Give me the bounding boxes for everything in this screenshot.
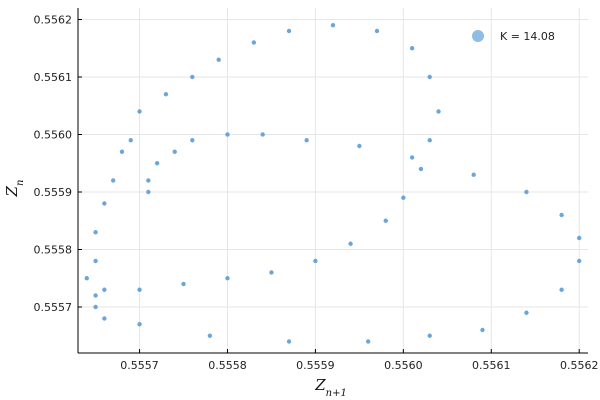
x-axis-label: Zn+1	[314, 376, 347, 399]
data-point	[146, 189, 151, 195]
data-point	[154, 161, 160, 166]
y-tick-label: 0.5559	[34, 186, 73, 199]
data-point	[427, 138, 432, 143]
data-point	[251, 40, 257, 45]
x-tick-label: 0.5562	[560, 359, 599, 372]
data-point	[84, 276, 89, 281]
x-axis-label-main: Z	[314, 376, 326, 394]
data-point	[207, 333, 213, 338]
data-point	[137, 322, 142, 327]
data-point	[225, 276, 230, 281]
svg-text:Zn+1: Zn+1	[314, 376, 347, 399]
data-point	[524, 310, 529, 315]
data-point	[409, 155, 415, 160]
y-axis-label: Zn	[3, 180, 26, 198]
data-point	[225, 132, 230, 137]
data-point	[524, 189, 529, 195]
data-point	[128, 138, 133, 143]
data-points	[84, 23, 582, 344]
data-point	[93, 304, 98, 310]
data-point	[374, 28, 380, 34]
data-point	[559, 287, 564, 292]
data-point	[286, 339, 292, 344]
data-point	[330, 23, 336, 28]
data-point	[304, 138, 309, 143]
x-tick-label: 0.5557	[120, 359, 159, 372]
data-point	[357, 143, 362, 149]
data-point	[348, 241, 353, 246]
data-point	[190, 138, 195, 143]
data-point	[181, 281, 186, 287]
data-point	[119, 149, 125, 154]
y-axis-label-sub: n	[15, 180, 26, 186]
y-tick-label: 0.5557	[34, 301, 73, 314]
tick-labels: 0.5557 0.5558 0.5559 0.5560 0.5561 0.5562 0.55…	[34, 14, 599, 373]
data-point	[480, 327, 485, 333]
y-tick-label: 0.5560	[34, 129, 73, 142]
data-point	[427, 74, 432, 80]
legend-marker	[472, 30, 484, 42]
data-point	[409, 46, 415, 51]
svg-text:Zn: Zn	[3, 180, 26, 198]
data-point	[559, 212, 564, 218]
data-point	[93, 293, 98, 298]
x-tick-label: 0.5561	[472, 359, 511, 372]
y-axis-label-main: Z	[3, 185, 21, 197]
data-point	[102, 316, 107, 321]
data-point	[401, 195, 406, 200]
data-point	[418, 166, 424, 172]
data-point	[163, 92, 169, 97]
x-tick-label: 0.5559	[296, 359, 335, 372]
y-tick-label: 0.5562	[34, 14, 73, 27]
data-point	[137, 287, 142, 292]
legend-label: K = 14.08	[500, 30, 555, 43]
data-point	[286, 28, 292, 34]
x-axis-label-sub: n+1	[326, 388, 347, 399]
data-point	[436, 109, 441, 114]
data-point	[172, 149, 177, 154]
data-point	[269, 270, 274, 275]
data-point	[260, 132, 265, 137]
data-point	[313, 258, 318, 264]
data-point	[93, 230, 98, 235]
data-point	[146, 178, 151, 183]
x-tick-label: 0.5560	[384, 359, 423, 372]
y-tick-label: 0.5558	[34, 244, 73, 257]
x-tick-label: 0.5558	[208, 359, 247, 372]
data-point	[110, 178, 116, 183]
data-point	[102, 201, 107, 206]
data-point	[93, 258, 98, 264]
data-point	[471, 172, 476, 177]
data-point	[427, 333, 432, 338]
data-point	[137, 109, 142, 114]
y-tick-label: 0.5561	[34, 71, 73, 84]
data-point	[190, 74, 195, 80]
grid	[78, 8, 588, 353]
data-point	[383, 218, 388, 223]
data-point	[365, 339, 371, 344]
data-point	[577, 258, 582, 264]
data-point	[102, 287, 107, 292]
axes	[77, 8, 588, 354]
data-point	[577, 235, 582, 241]
legend: K = 14.08	[472, 30, 555, 43]
data-point	[216, 57, 221, 62]
